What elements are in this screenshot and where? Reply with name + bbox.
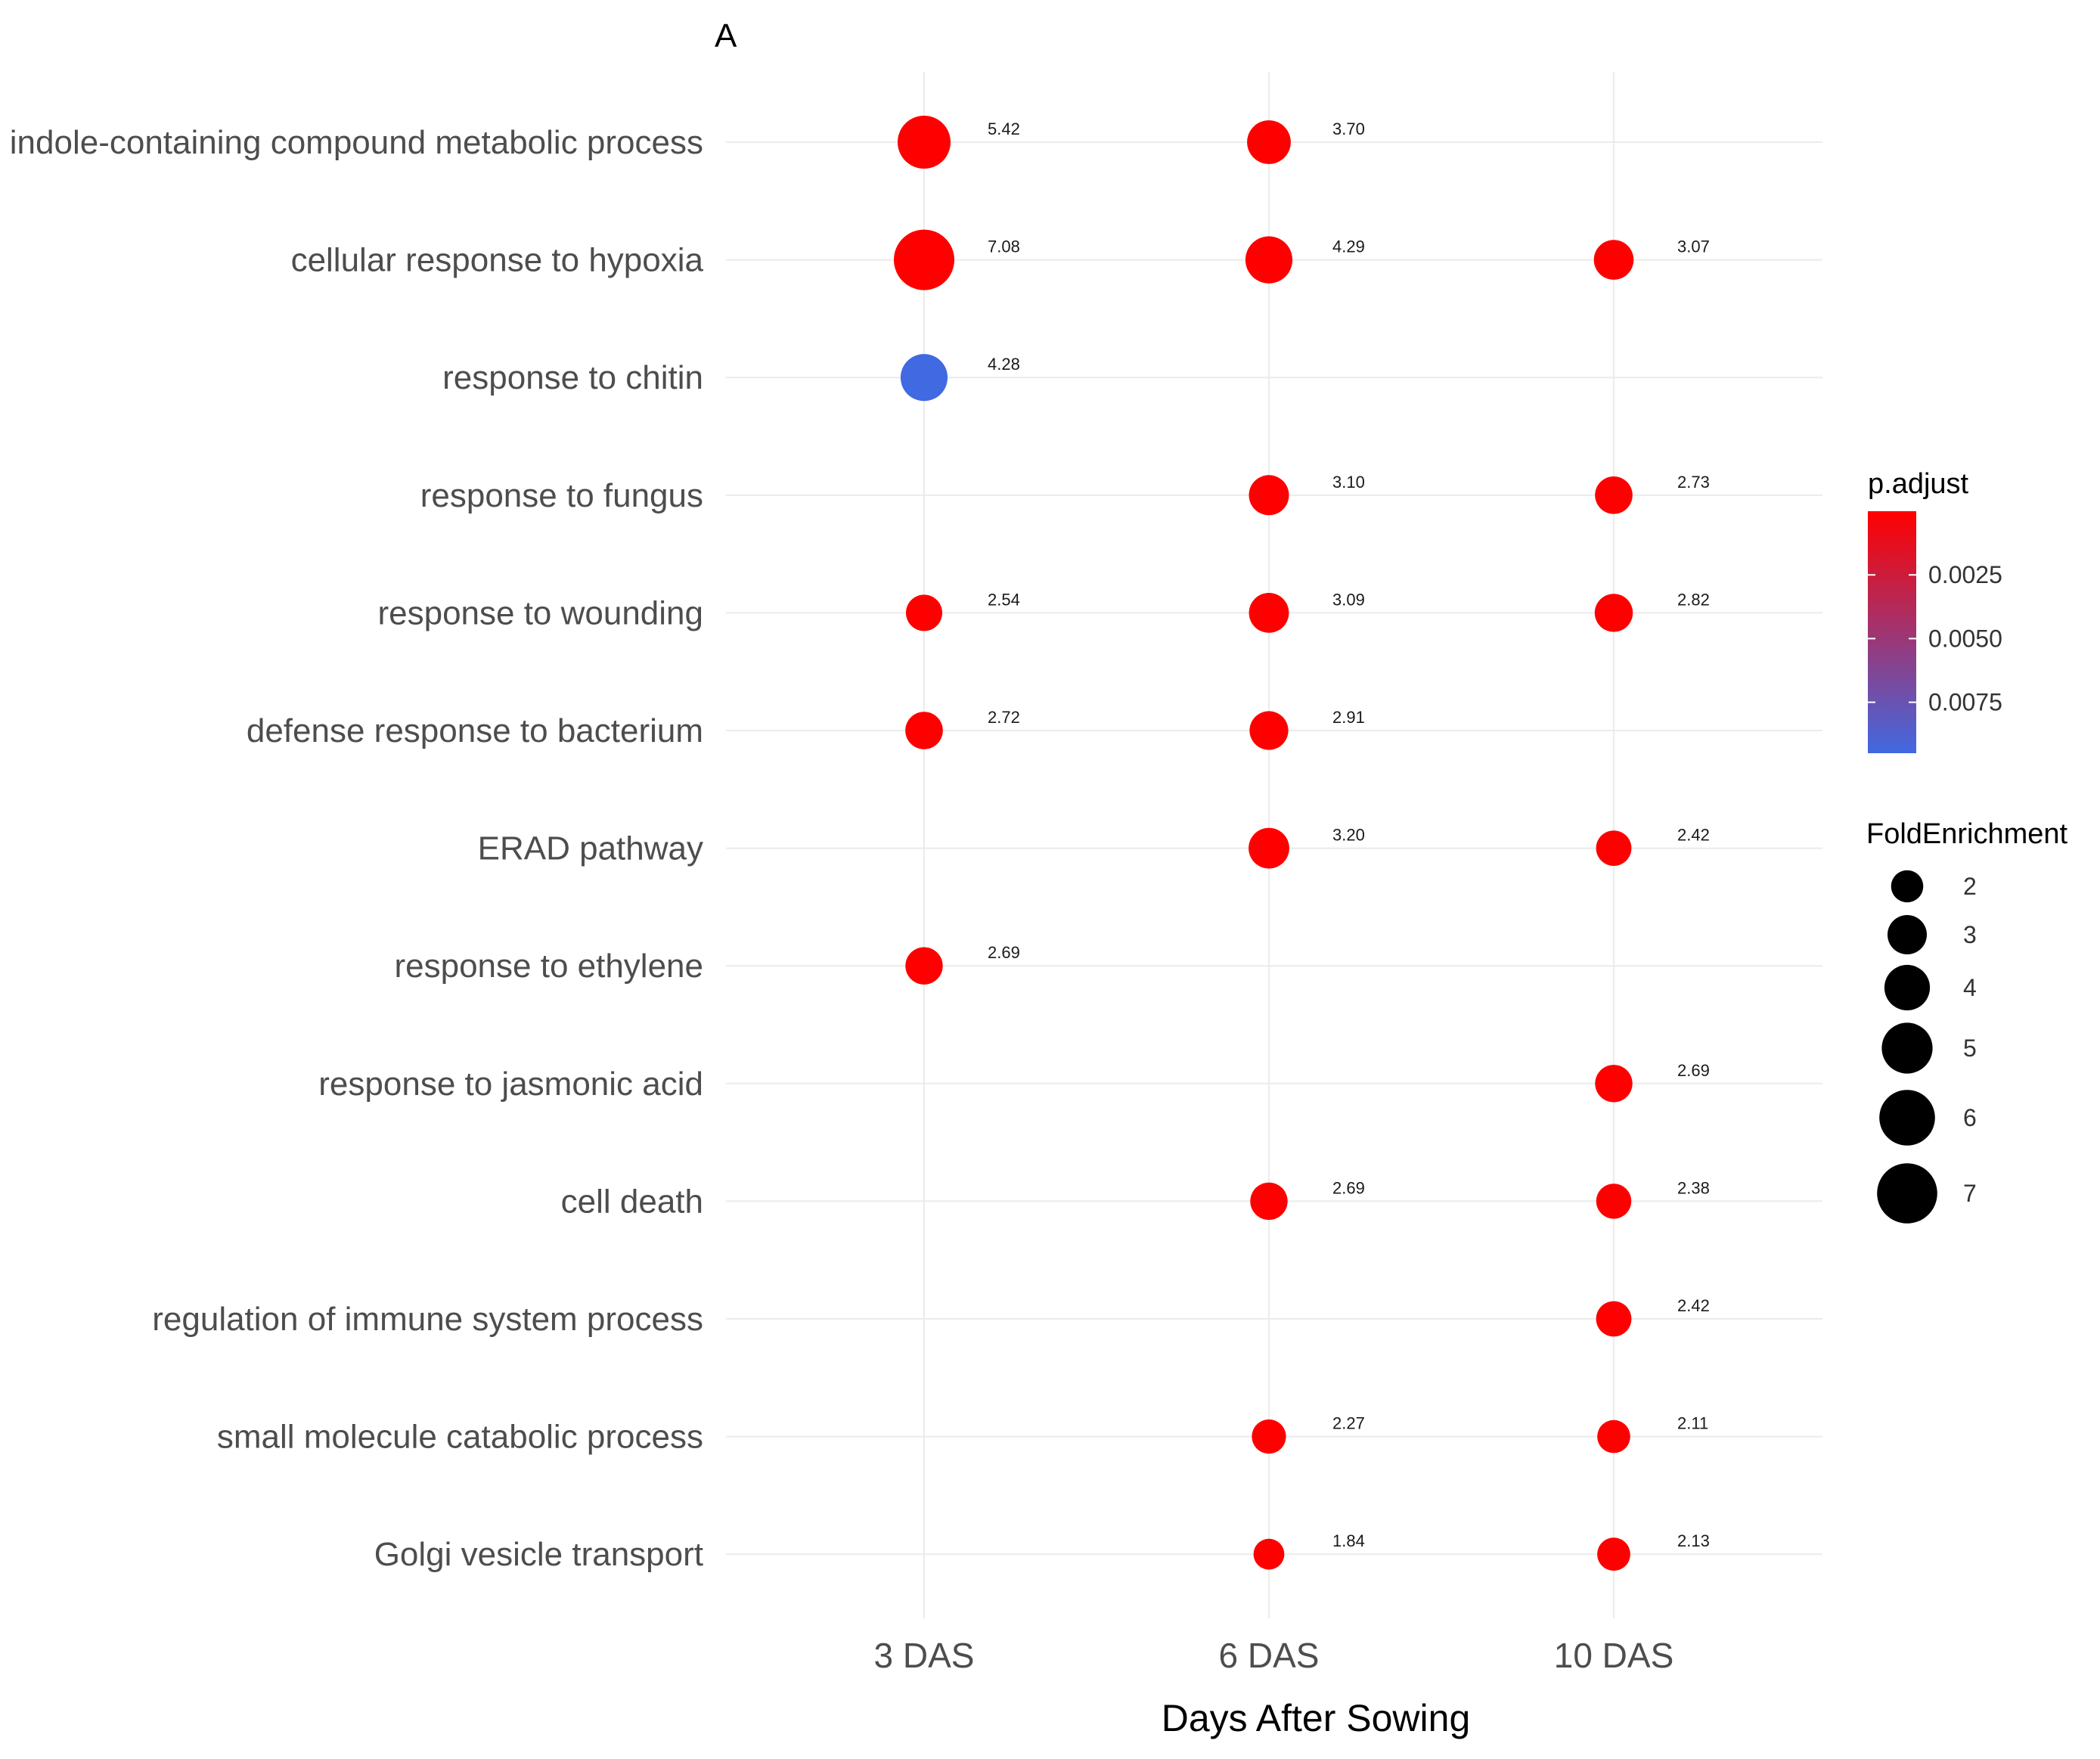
data-value-label: 2.73	[1677, 473, 1710, 492]
data-point	[1597, 1537, 1630, 1571]
data-value-label: 3.09	[1332, 590, 1365, 609]
data-point	[905, 712, 943, 749]
y-axis-term-labels: indole-containing compound metabolic pro…	[10, 124, 704, 1573]
x-axis-tick-labels: 3 DAS 6 DAS 10 DAS	[874, 1636, 1674, 1675]
data-point	[1596, 830, 1632, 866]
data-point	[1249, 827, 1289, 869]
size-legend: FoldEnrichment 2 3 4 5 6 7	[1866, 818, 2068, 1224]
data-point	[1250, 1182, 1288, 1221]
size-legend-label: 4	[1963, 974, 1977, 1001]
data-value-label: 2.13	[1677, 1531, 1710, 1550]
color-legend-title: p.adjust	[1868, 468, 1969, 500]
data-value-labels: 5.42 3.70 7.08 4.29 3.07 4.28 3.10 2.73 2.54 3.09…	[988, 119, 1710, 1550]
data-point	[1247, 120, 1291, 164]
size-legend-key	[1879, 1090, 1935, 1146]
data-value-label: 3.10	[1332, 473, 1365, 492]
data-point	[1596, 1184, 1632, 1219]
data-point	[1249, 593, 1289, 633]
y-tick-label: indole-containing compound metabolic pro…	[10, 124, 703, 161]
data-value-label: 2.82	[1677, 590, 1710, 609]
data-value-label: 2.38	[1677, 1178, 1710, 1197]
size-legend-label: 7	[1963, 1180, 1977, 1207]
x-axis-title: Days After Sowing	[1162, 1697, 1471, 1739]
data-point	[1249, 711, 1289, 750]
data-value-label: 2.11	[1677, 1414, 1708, 1433]
data-value-label: 1.84	[1332, 1531, 1365, 1550]
size-legend-key	[1877, 1163, 1937, 1224]
data-value-label: 4.29	[1332, 237, 1365, 256]
size-legend-key	[1884, 964, 1931, 1011]
data-value-label: 5.42	[988, 119, 1020, 138]
data-value-label: 4.28	[988, 355, 1020, 374]
data-value-label: 2.69	[1332, 1178, 1365, 1197]
data-point	[1249, 475, 1289, 516]
size-legend-title: FoldEnrichment	[1866, 818, 2068, 850]
color-legend: p.adjust 0.0025 0.0050 0.0075	[1868, 468, 2002, 753]
size-legend-key	[1881, 1022, 1933, 1074]
data-point	[1245, 236, 1293, 284]
data-value-label: 2.72	[988, 708, 1020, 727]
panel-label: A	[715, 17, 737, 54]
x-tick-label: 10 DAS	[1554, 1636, 1674, 1675]
color-legend-tick-label: 0.0025	[1928, 561, 2002, 588]
size-legend-label: 3	[1963, 921, 1977, 948]
y-tick-label: small molecule catabolic process	[217, 1419, 703, 1456]
y-tick-label: cellular response to hypoxia	[291, 242, 704, 279]
data-points	[894, 116, 1634, 1571]
data-value-label: 2.91	[1332, 708, 1365, 727]
size-legend-key	[1888, 915, 1927, 954]
size-legend-label: 5	[1963, 1035, 1977, 1062]
y-tick-label: cell death	[561, 1183, 703, 1220]
data-value-label: 3.20	[1332, 826, 1365, 845]
size-legend-label: 6	[1963, 1104, 1977, 1131]
data-point	[1596, 1301, 1632, 1337]
data-point	[1593, 240, 1634, 280]
data-value-label: 2.69	[1677, 1061, 1710, 1080]
color-legend-tick-label: 0.0050	[1928, 625, 2002, 652]
data-point	[898, 116, 951, 169]
y-tick-label: Golgi vesicle transport	[374, 1536, 703, 1573]
y-tick-label: response to chitin	[442, 359, 703, 396]
y-tick-label: response to fungus	[420, 477, 703, 514]
data-value-label: 2.27	[1332, 1414, 1365, 1433]
y-tick-label: defense response to bacterium	[247, 712, 703, 749]
size-legend-label: 2	[1963, 873, 1977, 900]
color-legend-gradient-bar	[1868, 511, 1916, 753]
data-value-label: 2.54	[988, 590, 1020, 609]
data-point	[894, 229, 954, 290]
data-point	[1597, 1419, 1630, 1453]
data-point	[1253, 1538, 1285, 1570]
data-value-label: 7.08	[988, 237, 1020, 256]
x-tick-label: 3 DAS	[874, 1636, 975, 1675]
data-point	[1595, 1065, 1633, 1103]
y-tick-label: ERAD pathway	[478, 830, 703, 867]
size-legend-key	[1891, 870, 1924, 903]
data-point	[905, 947, 943, 985]
data-point	[906, 594, 942, 631]
data-point	[900, 354, 948, 402]
y-tick-label: response to jasmonic acid	[318, 1066, 703, 1103]
data-point	[1595, 476, 1633, 514]
data-value-label: 2.42	[1677, 826, 1710, 845]
y-tick-label: response to ethylene	[394, 948, 703, 985]
x-tick-label: 6 DAS	[1219, 1636, 1320, 1675]
data-point	[1252, 1419, 1286, 1454]
data-value-label: 2.42	[1677, 1296, 1710, 1315]
y-tick-label: response to wounding	[377, 594, 703, 631]
data-value-label: 2.69	[988, 943, 1020, 962]
data-value-label: 3.07	[1677, 237, 1710, 256]
y-tick-label: regulation of immune system process	[152, 1301, 703, 1338]
data-point	[1594, 594, 1633, 632]
data-value-label: 3.70	[1332, 119, 1365, 138]
color-legend-tick-label: 0.0075	[1928, 689, 2002, 716]
